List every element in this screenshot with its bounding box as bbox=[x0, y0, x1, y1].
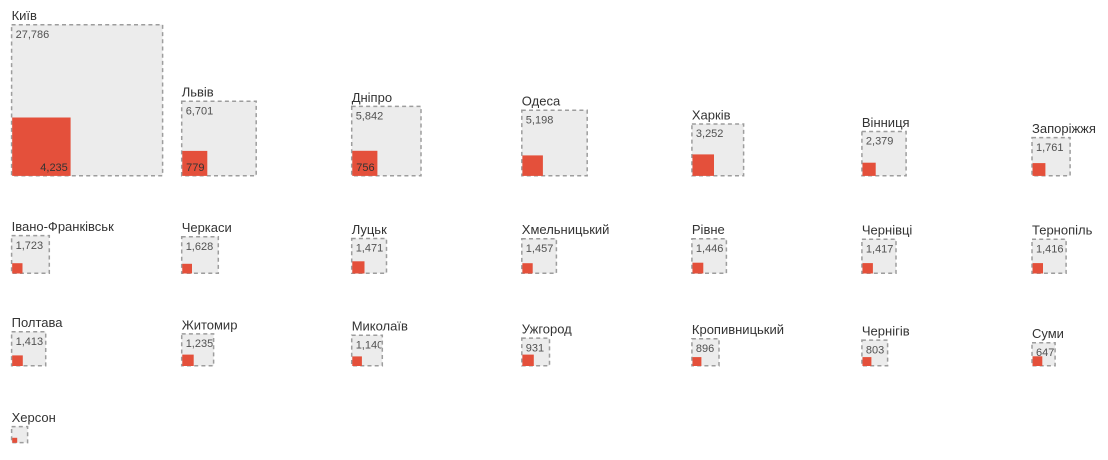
svg-text:Одеса: Одеса bbox=[522, 94, 561, 109]
svg-text:Тернопіль: Тернопіль bbox=[1032, 223, 1093, 238]
svg-text:1,471: 1,471 bbox=[356, 243, 384, 255]
svg-text:2,379: 2,379 bbox=[866, 136, 894, 148]
svg-text:Запоріжжя: Запоріжжя bbox=[1032, 121, 1096, 136]
svg-text:5,198: 5,198 bbox=[526, 115, 554, 127]
svg-text:647: 647 bbox=[1036, 347, 1054, 359]
svg-text:Житомир: Житомир bbox=[182, 317, 238, 332]
svg-text:Миколаїв: Миколаїв bbox=[352, 319, 408, 334]
svg-text:3,252: 3,252 bbox=[696, 128, 724, 140]
svg-text:1,416: 1,416 bbox=[1036, 243, 1064, 255]
svg-text:Вінниця: Вінниця bbox=[862, 115, 910, 130]
svg-text:Черкаси: Черкаси bbox=[182, 220, 232, 235]
svg-text:1,628: 1,628 bbox=[186, 241, 214, 253]
svg-text:Львів: Львів bbox=[182, 85, 214, 100]
svg-text:1,457: 1,457 bbox=[526, 243, 554, 255]
svg-text:803: 803 bbox=[866, 344, 884, 356]
svg-text:Харків: Харків bbox=[692, 107, 731, 122]
svg-text:Полтава: Полтава bbox=[12, 315, 64, 330]
svg-text:1,140: 1,140 bbox=[356, 339, 384, 351]
svg-text:1,413: 1,413 bbox=[16, 336, 44, 348]
svg-text:931: 931 bbox=[526, 342, 544, 354]
svg-text:1,235: 1,235 bbox=[186, 338, 214, 350]
svg-text:27,786: 27,786 bbox=[16, 29, 50, 41]
svg-text:Чернігів: Чернігів bbox=[862, 324, 910, 339]
svg-text:1,446: 1,446 bbox=[696, 243, 724, 255]
svg-text:Київ: Київ bbox=[12, 8, 37, 23]
svg-text:Дніпро: Дніпро bbox=[352, 90, 392, 105]
svg-text:Луцьк: Луцьк bbox=[352, 222, 387, 237]
svg-text:1,761: 1,761 bbox=[1036, 142, 1064, 154]
svg-text:5,842: 5,842 bbox=[356, 111, 384, 123]
svg-text:Рівне: Рівне bbox=[692, 222, 725, 237]
svg-text:6,701: 6,701 bbox=[186, 105, 214, 117]
svg-text:Херсон: Херсон bbox=[12, 410, 56, 425]
svg-text:Чернівці: Чернівці bbox=[862, 223, 913, 238]
svg-text:756: 756 bbox=[356, 162, 374, 174]
svg-text:Хмельницький: Хмельницький bbox=[522, 222, 610, 237]
svg-text:Кропивницький: Кропивницький bbox=[692, 322, 784, 337]
svg-text:779: 779 bbox=[186, 162, 204, 174]
svg-text:Суми: Суми bbox=[1032, 326, 1064, 341]
svg-text:896: 896 bbox=[696, 343, 714, 355]
svg-text:Ужгород: Ужгород bbox=[522, 322, 572, 337]
svg-text:1,723: 1,723 bbox=[16, 240, 44, 252]
svg-text:Івано-Франківськ: Івано-Франківськ bbox=[12, 219, 114, 234]
svg-text:4,235: 4,235 bbox=[40, 162, 68, 174]
svg-text:1,417: 1,417 bbox=[866, 243, 894, 255]
